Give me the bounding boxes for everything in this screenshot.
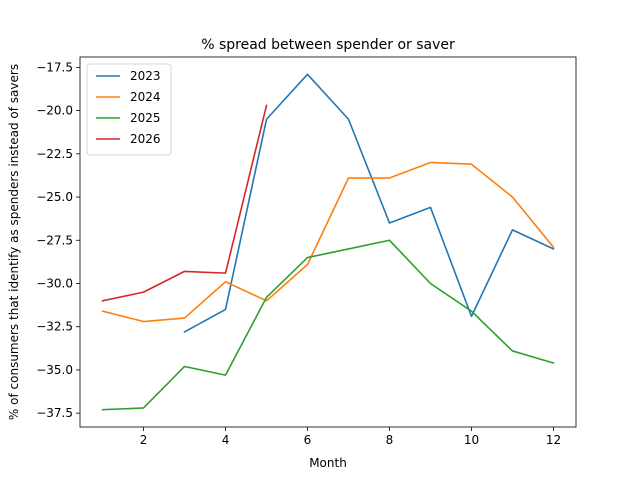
x-axis-label: Month [309,456,347,470]
x-tick-label: 8 [386,433,394,447]
x-tick-label: 10 [464,433,479,447]
legend-entry-2023: 2023 [130,69,161,83]
legend-entry-2024: 2024 [130,90,161,104]
x-tick-label: 4 [222,433,230,447]
y-axis-label: % of consumers that identify as spenders… [7,64,21,420]
legend-entry-2025: 2025 [130,111,161,125]
chart-title: % spread between spender or saver [201,37,455,53]
x-tick-label: 6 [304,433,312,447]
series-line-2026 [101,104,268,302]
y-tick-label: −17.5 [36,60,73,74]
x-axis: 2 4 6 8 10 12 [140,427,561,447]
legend-entry-2026: 2026 [130,132,161,146]
legend: 2023 2024 2025 2026 [86,63,172,156]
y-axis: −37.5 −35.0 −32.5 −30.0 −27.5 −25.0 −22.5 −20.0… [36,60,80,420]
series-line-2024 [101,161,555,323]
y-tick-label: −20.0 [36,104,73,118]
y-tick-label: −30.0 [36,276,73,290]
y-tick-label: −27.5 [36,233,73,247]
y-tick-label: −25.0 [36,190,73,204]
y-tick-label: −22.5 [36,147,73,161]
x-tick-label: 2 [140,433,148,447]
x-tick-label: 12 [546,433,561,447]
plot-area [79,56,577,428]
series-line-2023 [183,73,555,333]
y-tick-label: −32.5 [36,320,73,334]
y-tick-label: −37.5 [36,406,73,420]
legend-box [86,63,172,156]
y-tick-label: −35.0 [36,363,73,377]
series-layer [101,73,555,411]
series-line-2025 [101,239,555,411]
